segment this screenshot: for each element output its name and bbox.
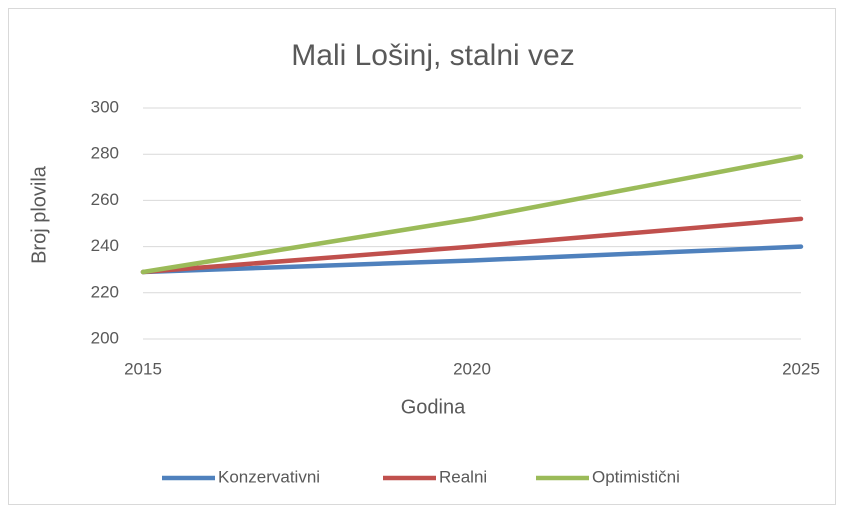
y-tick-label: 300 <box>91 97 119 116</box>
chart-title: Mali Lošinj, stalni vez <box>291 39 574 72</box>
y-tick-label: 240 <box>91 236 119 255</box>
series-line <box>140 216 804 275</box>
y-tick-label: 280 <box>91 144 119 163</box>
y-tick-label: 200 <box>91 328 119 347</box>
series-line <box>140 244 804 275</box>
chart-border <box>8 8 836 505</box>
x-axis-label: Godina <box>401 396 466 418</box>
legend-label: Realni <box>439 467 487 486</box>
x-tick-label: 2015 <box>124 359 162 378</box>
series-line <box>140 154 804 275</box>
legend-label: Optimistični <box>592 467 680 486</box>
y-tick-label: 220 <box>91 282 119 301</box>
legend-label: Konzervativni <box>218 467 320 486</box>
y-tick-label: 260 <box>91 190 119 209</box>
x-tick-label: 2025 <box>782 359 820 378</box>
x-tick-label: 2020 <box>453 359 491 378</box>
y-axis-label: Broj plovila <box>28 165 50 264</box>
